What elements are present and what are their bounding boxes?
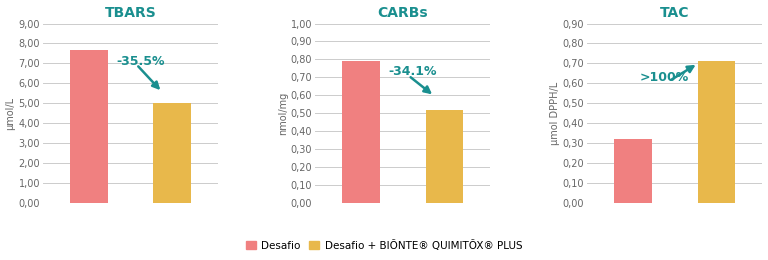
Bar [154, 103, 191, 203]
Y-axis label: nmol/mg: nmol/mg [278, 92, 288, 135]
Bar [697, 61, 735, 203]
Title: CARBs: CARBs [377, 5, 428, 19]
Bar [425, 109, 463, 203]
Bar [342, 61, 379, 203]
Text: -35.5%: -35.5% [116, 55, 165, 68]
Text: >100%: >100% [640, 71, 689, 84]
Title: TBARS: TBARS [104, 5, 157, 19]
Y-axis label: µmol/L: µmol/L [5, 96, 15, 130]
Legend: Desafio, Desafio + BIÕNTE® QUIMITÕX® PLUS: Desafio, Desafio + BIÕNTE® QUIMITÕX® PLU… [242, 236, 526, 255]
Text: -34.1%: -34.1% [389, 66, 437, 79]
Title: TAC: TAC [660, 5, 690, 19]
Bar [614, 139, 652, 203]
Y-axis label: µmol DPPH/L: µmol DPPH/L [550, 82, 560, 145]
Bar [70, 50, 108, 203]
